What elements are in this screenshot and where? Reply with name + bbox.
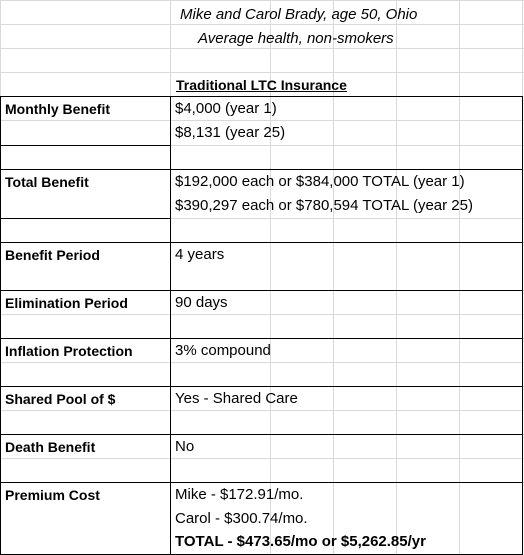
premium-cost-mike: Mike - $172.91/mo.	[175, 486, 304, 503]
inflation-protection-value: 3% compound	[175, 342, 271, 359]
row-label-monthly-benefit: Monthly Benefit	[5, 101, 110, 117]
table-border	[0, 482, 522, 483]
gridline	[0, 145, 524, 146]
gridline	[0, 72, 524, 73]
table-border	[0, 169, 522, 170]
table-border	[522, 96, 523, 555]
table-border	[0, 218, 170, 219]
monthly-benefit-value-2: $8,131 (year 25)	[175, 124, 286, 141]
row-label-shared-pool: Shared Pool of $	[5, 391, 116, 407]
table-border	[0, 96, 1, 555]
table-border	[170, 96, 171, 555]
table-border	[0, 145, 170, 146]
column-title: Traditional LTC Insurance	[176, 77, 347, 93]
row-label-total-benefit: Total Benefit	[5, 174, 89, 190]
shared-pool-value: Yes - Shared Care	[175, 390, 298, 407]
table-border	[0, 386, 522, 387]
monthly-benefit-value-1: $4,000 (year 1)	[175, 100, 277, 117]
gridline	[0, 410, 524, 411]
gridline	[0, 314, 524, 315]
death-benefit-value: No	[175, 438, 195, 455]
gridline	[0, 0, 524, 1]
row-label-benefit-period: Benefit Period	[5, 247, 100, 263]
premium-cost-carol: Carol - $300.74/mo.	[175, 510, 308, 527]
elimination-period-value: 90 days	[175, 294, 228, 311]
gridline	[459, 0, 460, 555]
table-border	[0, 96, 522, 97]
header-line-1: Mike and Carol Brady, age 50, Ohio	[180, 6, 418, 23]
row-label-elimination-period: Elimination Period	[5, 295, 128, 311]
gridline	[0, 120, 524, 121]
total-benefit-value-1: $192,000 each or $384,000 TOTAL (year 1)	[175, 173, 465, 190]
benefit-period-value: 4 years	[175, 246, 225, 263]
gridline	[0, 48, 524, 49]
table-border	[0, 434, 522, 435]
gridline	[0, 24, 524, 25]
gridline	[396, 0, 397, 555]
table-border	[0, 242, 522, 243]
total-benefit-value-2: $390,297 each or $780,594 TOTAL (year 25…	[175, 197, 473, 214]
row-label-inflation-protection: Inflation Protection	[5, 343, 133, 359]
row-label-death-benefit: Death Benefit	[5, 439, 96, 455]
gridline	[0, 362, 524, 363]
gridline	[0, 218, 524, 219]
gridline	[270, 0, 271, 555]
gridline	[0, 458, 524, 459]
premium-cost-total: TOTAL - $473.65/mo or $5,262.85/yr	[175, 533, 426, 550]
row-label-premium-cost: Premium Cost	[5, 487, 100, 503]
table-border	[0, 290, 522, 291]
header-line-2: Average health, non-smokers	[198, 30, 394, 47]
gridline	[333, 0, 334, 555]
table-border	[0, 338, 522, 339]
